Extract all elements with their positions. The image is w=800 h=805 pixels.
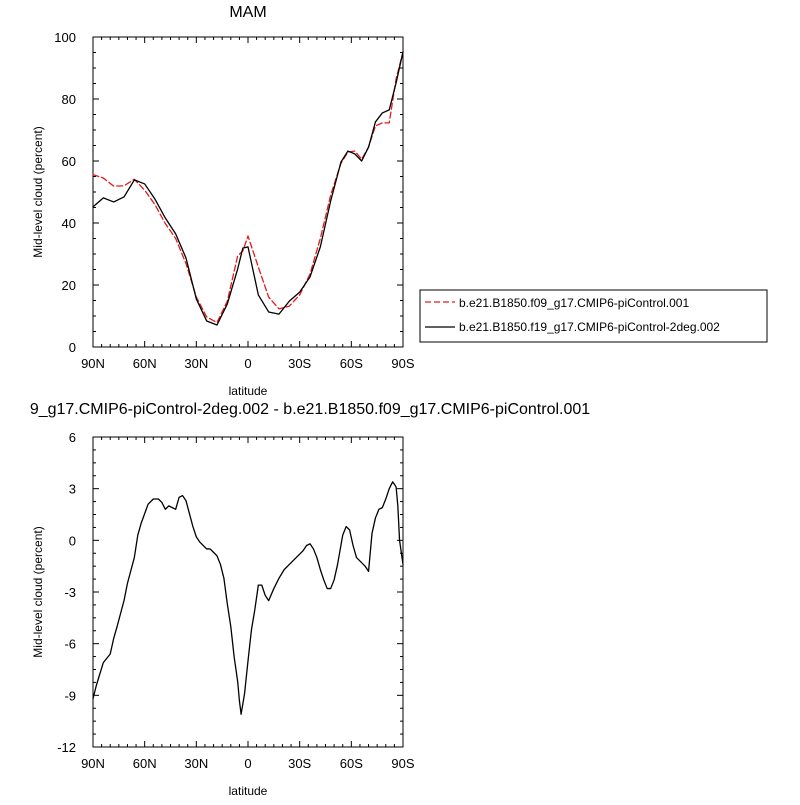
top-series-group: [92, 51, 404, 326]
bottom-x-tick-label: 30N: [184, 756, 208, 771]
top-y-tick-label: 0: [69, 340, 76, 355]
top-y-tick-label: 40: [62, 216, 76, 231]
top-panel-title: MAM: [229, 4, 266, 21]
legend-label-series-2: b.e21.B1850.f19_g17.CMIP6-piControl-2deg…: [459, 320, 720, 334]
top-y-tick-label: 20: [62, 278, 76, 293]
top-series-line-1: [92, 51, 404, 324]
top-series-line-2: [92, 51, 404, 326]
bottom-series-line-1: [92, 481, 404, 715]
bottom-y-tick-label: -3: [64, 585, 76, 600]
legend-box: [419, 289, 768, 343]
top-y-tick-label: 100: [54, 30, 76, 45]
top-x-tick-label: 30S: [288, 356, 311, 371]
bottom-x-tick-label: 30S: [288, 756, 311, 771]
top-plot-frame: [92, 36, 404, 348]
top-x-tick-label: 60S: [340, 356, 363, 371]
top-x-tick-label: 90S: [391, 356, 414, 371]
bottom-y-tick-label: 6: [69, 430, 76, 445]
bottom-x-tick-label: 60N: [133, 756, 157, 771]
bottom-y-tick-label: -12: [57, 740, 76, 755]
bottom-x-tick-label: 0: [244, 756, 251, 771]
bottom-x-axis-label: latitude: [229, 784, 268, 798]
top-y-axis-label: Mid-level cloud (percent): [31, 126, 45, 257]
top-x-tick-label: 30N: [184, 356, 208, 371]
bottom-x-tick-label: 90N: [81, 756, 105, 771]
top-y-tick-label: 80: [62, 92, 76, 107]
bottom-x-tick-label: 90S: [391, 756, 414, 771]
bottom-tick-group: 90N 60N 30N 0 30S 60S 90S -12 -9 -6 -3 0 3 6: [57, 430, 415, 771]
bottom-y-tick-label: 0: [69, 533, 76, 548]
bottom-series-group: [92, 481, 404, 715]
legend: b.e21.B1850.f09_g17.CMIP6-piControl.001 …: [419, 289, 768, 343]
top-x-tick-label: 60N: [133, 356, 157, 371]
bottom-y-tick-label: 3: [69, 482, 76, 497]
bottom-panel: 9_g17.CMIP6-piControl-2deg.002 - b.e21.B…: [30, 401, 590, 798]
bottom-y-tick-label: -9: [64, 688, 76, 703]
bottom-y-axis-label: Mid-level cloud (percent): [31, 526, 45, 657]
top-x-tick-label: 0: [244, 356, 251, 371]
bottom-panel-title: 9_g17.CMIP6-piControl-2deg.002 - b.e21.B…: [30, 401, 590, 418]
bottom-plot-frame: [92, 436, 404, 748]
bottom-y-tick-label: -6: [64, 637, 76, 652]
top-y-tick-label: 60: [62, 154, 76, 169]
top-panel: MAM 90N 60N 30N 0 30S 60S 90S 0 20 40 60 80 100 lati…: [31, 4, 768, 398]
legend-label-series-1: b.e21.B1850.f09_g17.CMIP6-piControl.001: [459, 296, 689, 310]
top-x-tick-label: 90N: [81, 356, 105, 371]
top-tick-group: 90N 60N 30N 0 30S 60S 90S 0 20 40 60 80 100: [54, 30, 415, 371]
bottom-x-tick-label: 60S: [340, 756, 363, 771]
top-x-axis-label: latitude: [229, 384, 268, 398]
